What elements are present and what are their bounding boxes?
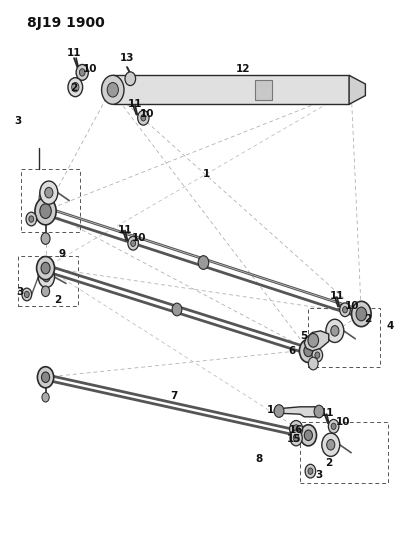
Circle shape xyxy=(35,197,56,225)
Polygon shape xyxy=(304,331,329,351)
Text: 3: 3 xyxy=(16,287,24,297)
Text: 2: 2 xyxy=(54,295,62,305)
Polygon shape xyxy=(349,75,366,104)
Text: 2: 2 xyxy=(364,314,371,324)
Circle shape xyxy=(314,405,324,418)
Text: 10: 10 xyxy=(345,301,360,311)
Text: 9: 9 xyxy=(58,249,65,259)
Text: 10: 10 xyxy=(336,417,350,427)
Circle shape xyxy=(356,307,367,321)
Circle shape xyxy=(125,72,135,86)
Text: 11: 11 xyxy=(319,408,334,418)
Circle shape xyxy=(172,303,182,316)
Circle shape xyxy=(308,468,313,474)
Bar xyxy=(21,169,80,232)
Text: 16: 16 xyxy=(289,425,304,435)
Text: 7: 7 xyxy=(170,391,178,401)
Text: 8: 8 xyxy=(256,454,263,464)
Circle shape xyxy=(71,83,79,92)
Text: 2: 2 xyxy=(71,83,78,93)
Circle shape xyxy=(138,110,149,125)
Bar xyxy=(255,79,272,100)
Text: 11: 11 xyxy=(67,48,81,58)
Circle shape xyxy=(340,303,350,317)
Polygon shape xyxy=(276,407,321,417)
Text: 10: 10 xyxy=(140,109,155,118)
Circle shape xyxy=(343,306,347,313)
Text: 6: 6 xyxy=(288,346,296,356)
Text: 11: 11 xyxy=(128,99,142,109)
Bar xyxy=(300,422,388,483)
Circle shape xyxy=(107,83,119,97)
Circle shape xyxy=(312,348,323,362)
Text: 15: 15 xyxy=(287,434,301,444)
Circle shape xyxy=(304,345,313,357)
Circle shape xyxy=(315,352,320,358)
Circle shape xyxy=(41,372,50,383)
Circle shape xyxy=(38,266,55,288)
Text: 10: 10 xyxy=(83,64,97,74)
Text: 10: 10 xyxy=(132,233,147,243)
Circle shape xyxy=(40,181,58,204)
Circle shape xyxy=(37,256,55,280)
Circle shape xyxy=(331,326,339,336)
Circle shape xyxy=(29,216,34,222)
Circle shape xyxy=(326,319,344,342)
Circle shape xyxy=(328,419,339,433)
Circle shape xyxy=(290,421,303,438)
Bar xyxy=(309,308,380,367)
Circle shape xyxy=(274,405,284,417)
Text: 13: 13 xyxy=(120,53,134,63)
Text: 2: 2 xyxy=(325,458,332,468)
Circle shape xyxy=(41,262,50,274)
Circle shape xyxy=(131,240,135,246)
Circle shape xyxy=(102,75,124,104)
Circle shape xyxy=(24,292,29,297)
Bar xyxy=(113,75,349,104)
Circle shape xyxy=(327,440,335,450)
Bar xyxy=(18,256,78,306)
Circle shape xyxy=(293,425,299,433)
Circle shape xyxy=(43,272,50,282)
Text: 8J19 1900: 8J19 1900 xyxy=(27,16,105,30)
Circle shape xyxy=(305,464,316,478)
Circle shape xyxy=(141,115,146,121)
Circle shape xyxy=(322,433,340,456)
Circle shape xyxy=(300,425,316,446)
Circle shape xyxy=(299,340,317,362)
Circle shape xyxy=(68,78,83,96)
Text: 14: 14 xyxy=(266,405,281,415)
Circle shape xyxy=(41,286,50,296)
Text: 4: 4 xyxy=(386,320,394,330)
Text: 11: 11 xyxy=(330,291,344,301)
Text: 5: 5 xyxy=(301,331,308,341)
Circle shape xyxy=(26,212,37,226)
Circle shape xyxy=(308,334,318,347)
Circle shape xyxy=(45,188,53,198)
Circle shape xyxy=(38,367,54,388)
Circle shape xyxy=(304,430,313,441)
Circle shape xyxy=(128,237,138,250)
Text: 3: 3 xyxy=(315,470,322,480)
Circle shape xyxy=(41,233,50,244)
Circle shape xyxy=(22,288,32,301)
Circle shape xyxy=(198,256,209,269)
Circle shape xyxy=(309,357,318,370)
Circle shape xyxy=(40,204,51,219)
Circle shape xyxy=(293,434,299,442)
Text: 11: 11 xyxy=(118,224,132,235)
Circle shape xyxy=(290,430,302,446)
Circle shape xyxy=(42,393,49,402)
Circle shape xyxy=(79,69,85,76)
Text: 1: 1 xyxy=(203,169,210,179)
Circle shape xyxy=(351,301,371,327)
Text: 12: 12 xyxy=(236,64,250,74)
Text: 3: 3 xyxy=(14,116,22,126)
Circle shape xyxy=(331,423,336,430)
Circle shape xyxy=(76,64,88,80)
